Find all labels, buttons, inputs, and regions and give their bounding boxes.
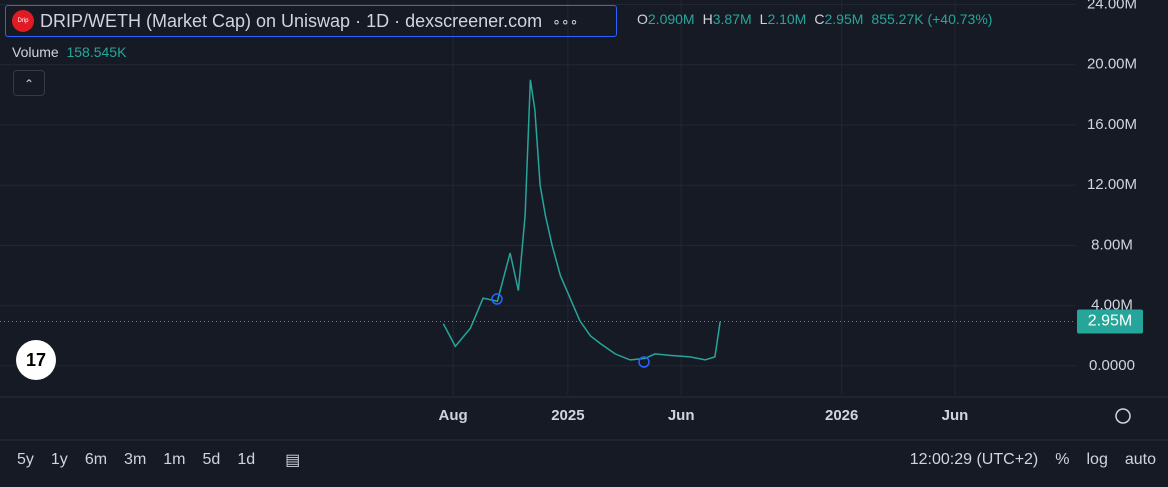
x-tick-label: Aug xyxy=(439,407,468,424)
y-tick-label: 12.00M xyxy=(1087,176,1137,193)
tv-logo: 17 xyxy=(16,340,56,380)
ohlc-value: 2.10M xyxy=(767,11,807,27)
y-tick-label: 8.00M xyxy=(1091,236,1133,253)
ohlc-key: O xyxy=(637,11,648,27)
logo: Drip xyxy=(12,10,34,32)
ohlc-item: H3.87M xyxy=(703,11,752,27)
range-button[interactable]: 1m xyxy=(163,451,186,468)
range-button[interactable]: 6m xyxy=(84,451,108,468)
last-price-label: 2.95M xyxy=(1088,313,1132,330)
toolbar-button[interactable]: auto xyxy=(1124,451,1156,468)
y-tick-label: 24.00M xyxy=(1087,0,1137,12)
toolbar: 5y 1y 6m 3m 1m 5d 1d ▤ 12:00:29 (UTC+2)% log auto xyxy=(0,440,1168,480)
y-tick-label: 20.00M xyxy=(1087,56,1137,73)
change: 855.27K (+40.73%) xyxy=(871,11,993,27)
collapse-button[interactable]: ⌃ xyxy=(13,70,45,96)
range-button[interactable]: 5y xyxy=(17,451,34,468)
last-price-box xyxy=(1077,309,1143,334)
ohlc-key: L xyxy=(759,11,768,27)
more[interactable]: ∘∘∘ xyxy=(552,12,579,29)
event-marker xyxy=(491,293,503,305)
x-tick-label: 2025 xyxy=(551,407,584,424)
ohlc-item: C2.95M xyxy=(814,11,863,27)
calendar-button[interactable]: ▤ xyxy=(285,452,301,469)
time: 12:00:29 (UTC+2) xyxy=(909,451,1039,468)
range-button[interactable]: 3m xyxy=(124,451,147,468)
price-line xyxy=(442,79,721,361)
event-marker xyxy=(638,356,650,368)
x-tick-label: Jun xyxy=(942,407,969,424)
ohlc: O2.090M H3.87M L2.10M C2.95M 855.27K (+40.73… xyxy=(637,11,992,27)
symbol-header[interactable]: Drip DRIP/WETH (Market Cap) on Uniswap ·… xyxy=(5,5,617,37)
volume-label: Volume xyxy=(12,44,59,60)
x-tick-label: 2026 xyxy=(825,407,858,424)
settings-button[interactable] xyxy=(1115,408,1131,424)
ohlc-item: L2.10M xyxy=(760,11,807,27)
volume-value: 158.545K xyxy=(66,44,127,60)
ohlc-value: 2.090M xyxy=(647,11,695,27)
title: DRIP/WETH (Market Cap) on Uniswap · 1D ·… xyxy=(40,10,543,31)
y-tick-label: 4.00M xyxy=(1091,297,1133,314)
range-button[interactable]: 1d xyxy=(237,451,256,468)
range-button[interactable]: 1y xyxy=(50,451,68,468)
toolbar-button[interactable]: log xyxy=(1086,451,1108,468)
range-button[interactable]: 5d xyxy=(202,451,221,468)
ohlc-value: 2.95M xyxy=(824,11,864,27)
toolbar-button[interactable]: % xyxy=(1055,451,1070,468)
y-tick-label: 0.0000 xyxy=(1089,357,1135,374)
ohlc-key: H xyxy=(702,11,713,27)
ohlc-key: C xyxy=(814,11,825,27)
volume: Volume 158.545K xyxy=(12,44,126,60)
y-tick-label: 16.00M xyxy=(1087,116,1137,133)
x-tick-label: Jun xyxy=(668,407,695,424)
ohlc-value: 3.87M xyxy=(712,11,752,27)
ohlc-item: O2.090M xyxy=(637,11,695,27)
